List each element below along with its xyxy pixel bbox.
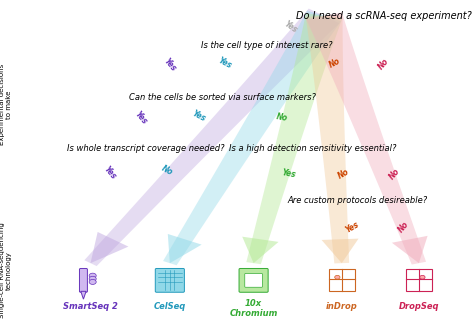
- Polygon shape: [91, 232, 128, 263]
- Text: Yes: Yes: [217, 55, 233, 70]
- Polygon shape: [246, 13, 342, 264]
- Text: Can the cells be sorted via surface markers?: Can the cells be sorted via surface mark…: [129, 93, 316, 102]
- Text: No: No: [328, 56, 342, 69]
- Text: Single-cell RNA-sequencing
technology: Single-cell RNA-sequencing technology: [0, 223, 12, 319]
- Circle shape: [89, 273, 96, 278]
- Polygon shape: [392, 236, 428, 263]
- FancyBboxPatch shape: [80, 269, 87, 292]
- Text: Yes: Yes: [281, 168, 297, 180]
- FancyBboxPatch shape: [239, 269, 268, 292]
- FancyBboxPatch shape: [328, 269, 355, 291]
- Text: Yes: Yes: [133, 109, 149, 126]
- Text: inDrop: inDrop: [326, 303, 357, 311]
- Text: CelSeq: CelSeq: [154, 303, 186, 311]
- Polygon shape: [306, 12, 426, 264]
- Text: Yes: Yes: [283, 19, 300, 35]
- FancyBboxPatch shape: [155, 269, 184, 292]
- Text: DropSeq: DropSeq: [399, 303, 439, 311]
- Circle shape: [420, 275, 425, 279]
- Circle shape: [89, 276, 96, 281]
- Polygon shape: [84, 8, 339, 266]
- Text: Is a high detection sensitivity essential?: Is a high detection sensitivity essentia…: [229, 144, 397, 154]
- Text: No: No: [276, 112, 289, 123]
- Text: Yes: Yes: [190, 109, 207, 123]
- Text: Yes: Yes: [345, 220, 361, 235]
- Polygon shape: [242, 237, 279, 263]
- Text: Do I need a scRNA-seq experiment?: Do I need a scRNA-seq experiment?: [296, 11, 472, 21]
- Polygon shape: [306, 15, 349, 263]
- Text: Yes: Yes: [102, 164, 118, 181]
- Polygon shape: [168, 234, 201, 263]
- Text: 10x
Chromium: 10x Chromium: [229, 299, 278, 318]
- Text: No: No: [160, 164, 175, 178]
- Text: Experimental decisions
to make: Experimental decisions to make: [0, 64, 12, 145]
- Polygon shape: [321, 239, 358, 263]
- Text: No: No: [337, 167, 351, 181]
- Text: No: No: [396, 220, 410, 234]
- FancyBboxPatch shape: [245, 274, 263, 287]
- Text: Are custom protocols desireable?: Are custom protocols desireable?: [287, 196, 427, 205]
- Polygon shape: [81, 291, 86, 299]
- FancyBboxPatch shape: [406, 269, 432, 291]
- Text: SmartSeq 2: SmartSeq 2: [63, 303, 118, 311]
- Circle shape: [89, 279, 96, 284]
- Polygon shape: [163, 10, 341, 265]
- Text: No: No: [387, 167, 402, 181]
- Circle shape: [335, 275, 340, 279]
- Text: Is whole transcript coverage needed?: Is whole transcript coverage needed?: [67, 144, 224, 154]
- Text: No: No: [376, 57, 391, 72]
- Text: Yes: Yes: [162, 56, 178, 73]
- Text: Is the cell type of interest rare?: Is the cell type of interest rare?: [201, 41, 333, 50]
